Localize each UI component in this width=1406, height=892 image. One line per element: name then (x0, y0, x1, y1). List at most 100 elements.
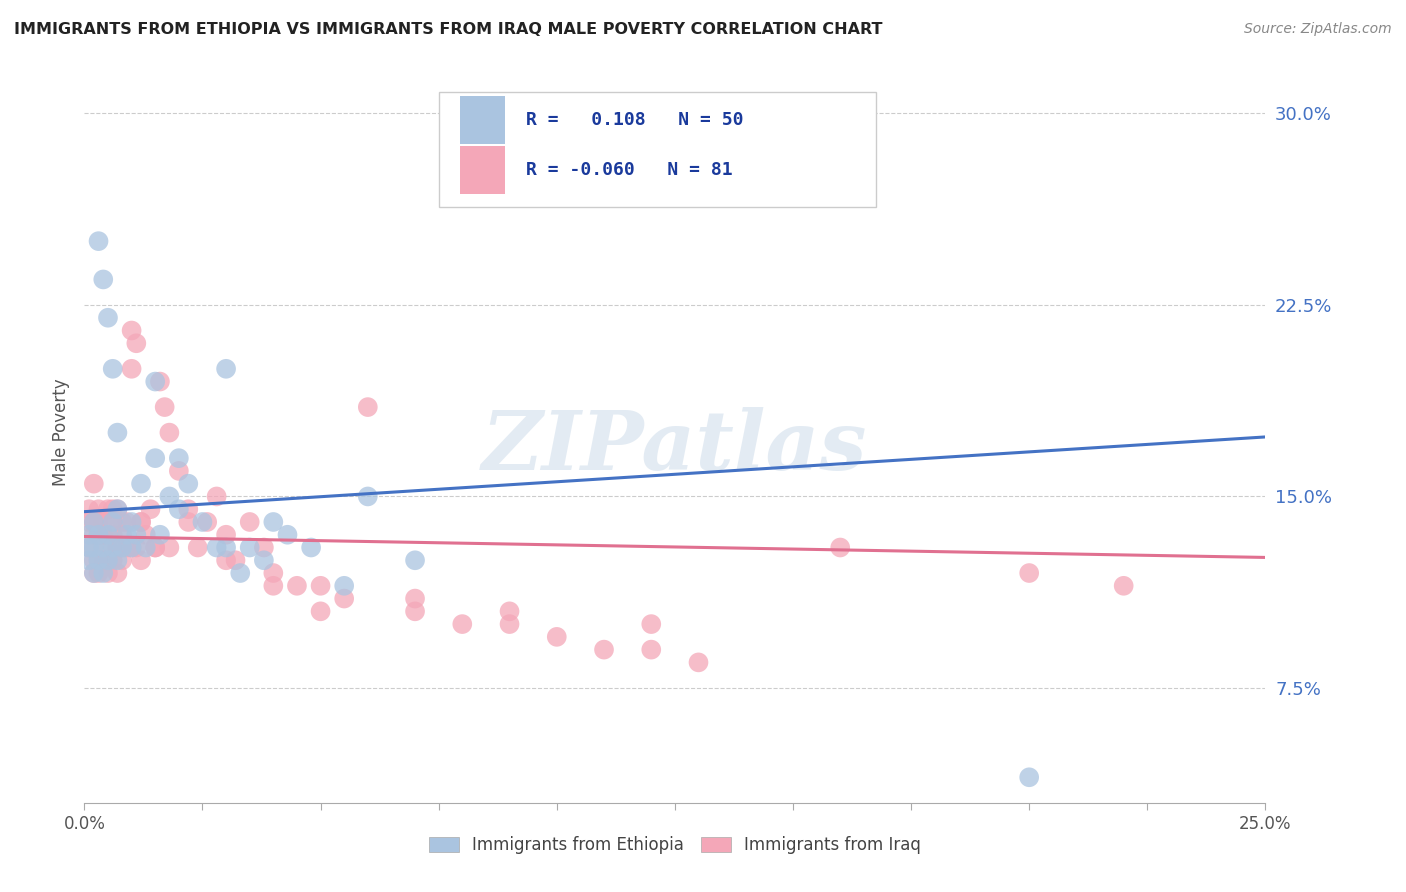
Point (125, 541, 148, 555)
Text: IMMIGRANTS FROM ETHIOPIA VS IMMIGRANTS FROM IRAQ MALE POVERTY CORRELATION CHART: IMMIGRANTS FROM ETHIOPIA VS IMMIGRANTS F… (14, 22, 883, 37)
Point (91, 541, 114, 555)
Point (229, 566, 252, 580)
Text: R = -0.060   N = 81: R = -0.060 N = 81 (526, 161, 733, 178)
Point (225, 553, 247, 567)
Point (87, 234, 110, 248)
Point (262, 515, 284, 529)
Point (215, 527, 238, 541)
Point (333, 579, 356, 593)
Point (157, 425, 180, 440)
Point (276, 527, 298, 541)
Point (357, 490, 380, 504)
Point (83, 515, 105, 529)
Point (97, 502, 120, 516)
Point (83, 566, 105, 580)
Point (404, 553, 426, 567)
Point (77, 541, 100, 555)
Text: Source: ZipAtlas.com: Source: ZipAtlas.com (1244, 22, 1392, 37)
Point (451, 617, 474, 632)
Point (253, 541, 276, 555)
Point (688, 656, 710, 670)
Point (107, 566, 129, 580)
Point (215, 553, 238, 567)
Point (121, 515, 143, 529)
Point (309, 604, 332, 618)
Point (167, 451, 190, 466)
Point (177, 476, 200, 491)
Point (191, 515, 214, 529)
Point (404, 604, 426, 618)
Point (498, 617, 520, 632)
Point (87, 566, 110, 580)
Point (83, 553, 105, 567)
Point (101, 515, 124, 529)
Point (101, 553, 124, 567)
Point (83, 541, 105, 555)
Point (77, 515, 100, 529)
Point (121, 324, 143, 338)
Point (640, 642, 662, 657)
Legend: Immigrants from Ethiopia, Immigrants from Iraq: Immigrants from Ethiopia, Immigrants fro… (422, 830, 928, 861)
Point (143, 375, 166, 389)
Point (129, 553, 152, 567)
Point (215, 361, 238, 376)
Point (101, 502, 124, 516)
Point (77, 502, 100, 516)
Point (1018, 770, 1040, 784)
Point (87, 553, 110, 567)
Point (107, 553, 129, 567)
Point (135, 527, 157, 541)
Point (187, 541, 209, 555)
Point (115, 541, 138, 555)
Point (121, 361, 143, 376)
Text: ZIPatlas: ZIPatlas (482, 408, 868, 487)
Point (546, 630, 568, 644)
Point (205, 541, 228, 555)
Point (83, 566, 105, 580)
Point (97, 541, 120, 555)
Text: R =   0.108   N = 50: R = 0.108 N = 50 (526, 112, 744, 129)
Point (97, 566, 120, 580)
Point (253, 553, 276, 567)
Point (101, 361, 124, 376)
Point (129, 515, 152, 529)
Point (593, 642, 616, 657)
Point (111, 541, 134, 555)
Point (177, 502, 200, 516)
Point (357, 400, 380, 414)
Point (107, 541, 129, 555)
Point (153, 400, 176, 414)
Point (83, 476, 105, 491)
Point (115, 527, 138, 541)
FancyBboxPatch shape (439, 92, 876, 207)
Point (97, 553, 120, 567)
Point (167, 502, 190, 516)
Point (157, 541, 180, 555)
Point (87, 515, 110, 529)
Point (125, 336, 148, 351)
Point (830, 120, 852, 134)
Point (177, 515, 200, 529)
Point (111, 553, 134, 567)
Point (91, 566, 114, 580)
Point (87, 553, 110, 567)
Point (143, 541, 166, 555)
Point (239, 515, 262, 529)
Point (115, 515, 138, 529)
Point (101, 515, 124, 529)
Point (77, 553, 100, 567)
Point (91, 527, 114, 541)
Point (91, 527, 114, 541)
Point (77, 527, 100, 541)
Point (139, 502, 162, 516)
Point (97, 527, 120, 541)
Point (143, 541, 166, 555)
Point (77, 541, 100, 555)
Point (149, 527, 172, 541)
Point (121, 541, 143, 555)
Point (87, 527, 110, 541)
Point (1112, 579, 1135, 593)
Point (215, 541, 238, 555)
Point (107, 502, 129, 516)
Point (285, 579, 308, 593)
